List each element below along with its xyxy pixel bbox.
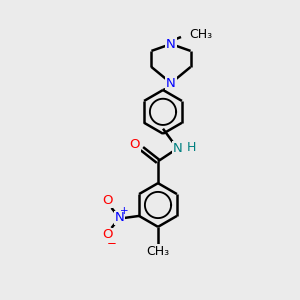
Text: CH₃: CH₃ (146, 244, 170, 258)
Text: N: N (166, 38, 176, 50)
Text: O: O (102, 194, 113, 207)
Text: N: N (115, 212, 124, 224)
Text: O: O (102, 228, 113, 242)
Text: N: N (173, 142, 182, 155)
Text: O: O (130, 138, 140, 151)
Text: N: N (166, 76, 176, 90)
Text: CH₃: CH₃ (189, 28, 212, 40)
Text: H: H (187, 141, 196, 154)
Text: −: − (106, 237, 116, 250)
Text: +: + (120, 206, 129, 216)
